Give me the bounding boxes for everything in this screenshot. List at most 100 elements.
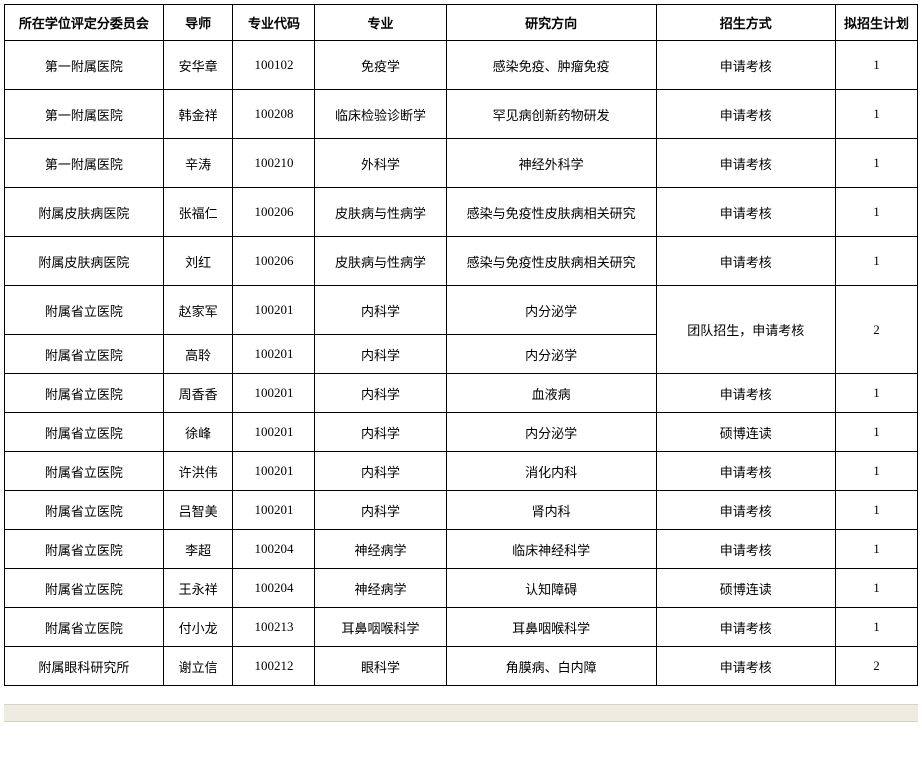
cell-major: 内科学 bbox=[315, 286, 446, 335]
cell-code: 100206 bbox=[233, 188, 315, 237]
cell-committee: 附属省立医院 bbox=[5, 452, 164, 491]
cell-plan: 1 bbox=[835, 139, 917, 188]
cell-major: 神经病学 bbox=[315, 569, 446, 608]
cell-committee: 附属皮肤病医院 bbox=[5, 188, 164, 237]
cell-plan: 1 bbox=[835, 237, 917, 286]
table-row: 附属皮肤病医院刘红100206皮肤病与性病学感染与免疫性皮肤病相关研究申请考核1 bbox=[5, 237, 918, 286]
cell-plan: 1 bbox=[835, 530, 917, 569]
cell-advisor: 许洪伟 bbox=[163, 452, 233, 491]
cell-plan: 1 bbox=[835, 569, 917, 608]
cell-method: 申请考核 bbox=[656, 237, 835, 286]
cell-direction: 神经外科学 bbox=[446, 139, 656, 188]
cell-direction: 罕见病创新药物研发 bbox=[446, 90, 656, 139]
table-row: 附属省立医院周香香100201内科学血液病申请考核1 bbox=[5, 374, 918, 413]
cell-advisor: 韩金祥 bbox=[163, 90, 233, 139]
cell-direction: 感染免疫、肿瘤免疫 bbox=[446, 41, 656, 90]
cell-major: 耳鼻咽喉科学 bbox=[315, 608, 446, 647]
cell-code: 100204 bbox=[233, 530, 315, 569]
cell-advisor: 付小龙 bbox=[163, 608, 233, 647]
cell-major: 临床检验诊断学 bbox=[315, 90, 446, 139]
cell-method: 硕博连读 bbox=[656, 569, 835, 608]
cell-plan: 2 bbox=[835, 286, 917, 374]
cell-direction: 感染与免疫性皮肤病相关研究 bbox=[446, 237, 656, 286]
cell-advisor: 安华章 bbox=[163, 41, 233, 90]
cell-committee: 第一附属医院 bbox=[5, 139, 164, 188]
cell-committee: 附属省立医院 bbox=[5, 335, 164, 374]
cell-method: 申请考核 bbox=[656, 374, 835, 413]
cell-code: 100201 bbox=[233, 413, 315, 452]
cell-plan: 1 bbox=[835, 374, 917, 413]
cell-code: 100201 bbox=[233, 335, 315, 374]
cell-plan: 1 bbox=[835, 188, 917, 237]
footer-bar bbox=[4, 704, 918, 722]
cell-direction: 内分泌学 bbox=[446, 413, 656, 452]
cell-committee: 附属省立医院 bbox=[5, 569, 164, 608]
col-header-plan: 拟招生计划 bbox=[835, 5, 917, 41]
table-header-row: 所在学位评定分委员会 导师 专业代码 专业 研究方向 招生方式 拟招生计划 bbox=[5, 5, 918, 41]
table-row: 附属省立医院李超100204神经病学临床神经科学申请考核1 bbox=[5, 530, 918, 569]
cell-advisor: 张福仁 bbox=[163, 188, 233, 237]
cell-major: 内科学 bbox=[315, 374, 446, 413]
cell-advisor: 谢立信 bbox=[163, 647, 233, 686]
cell-committee: 附属省立医院 bbox=[5, 374, 164, 413]
cell-method: 申请考核 bbox=[656, 90, 835, 139]
table-row: 第一附属医院辛涛100210外科学神经外科学申请考核1 bbox=[5, 139, 918, 188]
cell-committee: 附属皮肤病医院 bbox=[5, 237, 164, 286]
cell-method: 申请考核 bbox=[656, 41, 835, 90]
cell-major: 皮肤病与性病学 bbox=[315, 188, 446, 237]
table-row: 附属省立医院许洪伟100201内科学消化内科申请考核1 bbox=[5, 452, 918, 491]
cell-method: 申请考核 bbox=[656, 188, 835, 237]
cell-direction: 临床神经科学 bbox=[446, 530, 656, 569]
cell-advisor: 王永祥 bbox=[163, 569, 233, 608]
cell-committee: 附属省立医院 bbox=[5, 413, 164, 452]
cell-code: 100212 bbox=[233, 647, 315, 686]
cell-committee: 附属眼科研究所 bbox=[5, 647, 164, 686]
cell-committee: 附属省立医院 bbox=[5, 491, 164, 530]
col-header-major: 专业 bbox=[315, 5, 446, 41]
cell-method: 团队招生，申请考核 bbox=[656, 286, 835, 374]
cell-direction: 肾内科 bbox=[446, 491, 656, 530]
cell-committee: 附属省立医院 bbox=[5, 286, 164, 335]
cell-direction: 认知障碍 bbox=[446, 569, 656, 608]
cell-method: 申请考核 bbox=[656, 608, 835, 647]
cell-major: 外科学 bbox=[315, 139, 446, 188]
cell-major: 免疫学 bbox=[315, 41, 446, 90]
cell-committee: 第一附属医院 bbox=[5, 41, 164, 90]
cell-major: 内科学 bbox=[315, 452, 446, 491]
cell-plan: 1 bbox=[835, 90, 917, 139]
cell-major: 皮肤病与性病学 bbox=[315, 237, 446, 286]
cell-major: 内科学 bbox=[315, 413, 446, 452]
cell-major: 内科学 bbox=[315, 491, 446, 530]
cell-direction: 内分泌学 bbox=[446, 335, 656, 374]
cell-method: 申请考核 bbox=[656, 139, 835, 188]
cell-major: 眼科学 bbox=[315, 647, 446, 686]
col-header-committee: 所在学位评定分委员会 bbox=[5, 5, 164, 41]
cell-committee: 附属省立医院 bbox=[5, 608, 164, 647]
cell-code: 100210 bbox=[233, 139, 315, 188]
cell-plan: 1 bbox=[835, 452, 917, 491]
cell-advisor: 李超 bbox=[163, 530, 233, 569]
cell-code: 100201 bbox=[233, 374, 315, 413]
table-row: 附属省立医院付小龙100213耳鼻咽喉科学耳鼻咽喉科学申请考核1 bbox=[5, 608, 918, 647]
cell-direction: 耳鼻咽喉科学 bbox=[446, 608, 656, 647]
cell-code: 100102 bbox=[233, 41, 315, 90]
cell-direction: 消化内科 bbox=[446, 452, 656, 491]
table-row: 附属省立医院吕智美100201内科学肾内科申请考核1 bbox=[5, 491, 918, 530]
cell-code: 100213 bbox=[233, 608, 315, 647]
cell-committee: 第一附属医院 bbox=[5, 90, 164, 139]
cell-advisor: 刘红 bbox=[163, 237, 233, 286]
table-row: 第一附属医院安华章100102免疫学感染免疫、肿瘤免疫申请考核1 bbox=[5, 41, 918, 90]
cell-method: 申请考核 bbox=[656, 452, 835, 491]
cell-advisor: 周香香 bbox=[163, 374, 233, 413]
admissions-table: 所在学位评定分委员会 导师 专业代码 专业 研究方向 招生方式 拟招生计划 第一… bbox=[4, 4, 918, 686]
cell-major: 内科学 bbox=[315, 335, 446, 374]
cell-advisor: 辛涛 bbox=[163, 139, 233, 188]
cell-committee: 附属省立医院 bbox=[5, 530, 164, 569]
table-row: 附属省立医院王永祥100204神经病学认知障碍硕博连读1 bbox=[5, 569, 918, 608]
cell-advisor: 赵家军 bbox=[163, 286, 233, 335]
cell-method: 申请考核 bbox=[656, 647, 835, 686]
col-header-method: 招生方式 bbox=[656, 5, 835, 41]
cell-direction: 角膜病、白内障 bbox=[446, 647, 656, 686]
cell-plan: 1 bbox=[835, 608, 917, 647]
cell-advisor: 高聆 bbox=[163, 335, 233, 374]
